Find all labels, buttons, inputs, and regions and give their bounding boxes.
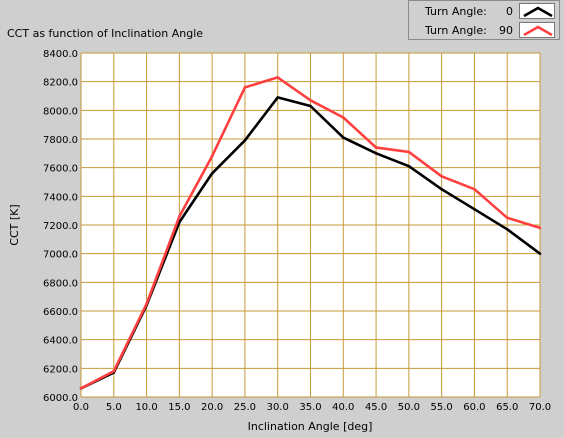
grid-lines bbox=[80, 52, 541, 398]
data-point bbox=[309, 99, 312, 102]
y-tick-label: 7200.0 bbox=[43, 221, 78, 232]
x-tick-labels: 0.0 5.0 10.0 15.0 20.0 25.0 30.0 35.0 40.0 45.0 50… bbox=[73, 402, 551, 413]
legend-entry-series-1: Turn Angle: 0 bbox=[409, 2, 559, 21]
data-point bbox=[309, 104, 312, 108]
x-tick-label: 35.0 bbox=[299, 402, 321, 413]
x-tick-label: 40.0 bbox=[332, 402, 354, 413]
data-point bbox=[407, 164, 411, 168]
y-tick-label: 8000.0 bbox=[43, 106, 78, 117]
series-group bbox=[79, 76, 542, 390]
data-point bbox=[538, 252, 542, 255]
legend: Turn Angle: 0 Turn Angle: 90 bbox=[408, 0, 560, 40]
y-tick-label: 7800.0 bbox=[43, 135, 78, 146]
x-tick-label: 20.0 bbox=[201, 402, 223, 413]
y-tick-label: 8400.0 bbox=[43, 49, 78, 60]
data-point bbox=[374, 146, 378, 149]
x-tick-label: 65.0 bbox=[496, 402, 518, 413]
data-point bbox=[178, 215, 181, 218]
legend-value: 90 bbox=[499, 24, 513, 37]
data-point bbox=[374, 152, 378, 155]
chart-title: CCT as function of Inclination Angle bbox=[7, 27, 204, 40]
x-tick-label: 60.0 bbox=[463, 402, 485, 413]
data-point bbox=[341, 136, 345, 139]
data-point bbox=[243, 139, 247, 142]
legend-swatch-red[interactable] bbox=[519, 22, 555, 38]
x-tick-label: 55.0 bbox=[431, 402, 453, 413]
data-point bbox=[112, 369, 116, 373]
x-tick-label: 50.0 bbox=[398, 402, 420, 413]
x-tick-label: 70.0 bbox=[529, 402, 551, 413]
data-point bbox=[407, 150, 411, 154]
legend-label: Turn Angle: bbox=[425, 24, 487, 37]
data-point bbox=[473, 187, 476, 191]
x-tick-label: 45.0 bbox=[365, 402, 387, 413]
data-point bbox=[79, 387, 83, 390]
x-axis-label: Inclination Angle [deg] bbox=[248, 420, 373, 433]
y-tick-label: 7600.0 bbox=[43, 164, 78, 175]
y-tick-label: 8200.0 bbox=[43, 78, 78, 89]
data-point bbox=[276, 96, 280, 99]
y-axis-label: CCT [K] bbox=[8, 204, 21, 245]
data-point bbox=[505, 228, 509, 231]
data-point bbox=[210, 172, 214, 175]
legend-value: 0 bbox=[506, 5, 513, 18]
y-tick-label: 6600.0 bbox=[43, 307, 78, 318]
data-point bbox=[473, 207, 476, 211]
y-tick-label: 6800.0 bbox=[43, 278, 78, 289]
x-tick-label: 30.0 bbox=[267, 402, 289, 413]
data-point bbox=[505, 216, 509, 220]
x-tick-label: 10.0 bbox=[135, 402, 157, 413]
data-point bbox=[145, 302, 148, 306]
data-point bbox=[341, 116, 345, 119]
data-point bbox=[210, 154, 214, 158]
y-tick-labels: 6000.0 6200.0 6400.0 6600.0 6800.0 7000.0 7200… bbox=[43, 49, 78, 404]
y-tick-label: 6000.0 bbox=[43, 393, 78, 404]
legend-entry-series-2: Turn Angle: 90 bbox=[409, 21, 559, 40]
y-tick-label: 6400.0 bbox=[43, 336, 78, 347]
x-tick-label: 15.0 bbox=[168, 402, 190, 413]
x-tick-label: 0.0 bbox=[73, 402, 89, 413]
x-tick-label: 5.0 bbox=[106, 402, 122, 413]
data-point bbox=[276, 76, 280, 79]
data-point bbox=[440, 187, 443, 191]
y-tick-label: 6200.0 bbox=[43, 364, 78, 375]
data-point bbox=[538, 226, 542, 230]
legend-label: Turn Angle: bbox=[425, 5, 487, 18]
data-point bbox=[440, 174, 443, 178]
legend-swatch-black[interactable] bbox=[519, 3, 555, 19]
data-point bbox=[243, 86, 247, 89]
x-tick-label: 25.0 bbox=[234, 402, 256, 413]
y-tick-label: 7400.0 bbox=[43, 192, 78, 203]
y-tick-label: 7000.0 bbox=[43, 250, 78, 261]
